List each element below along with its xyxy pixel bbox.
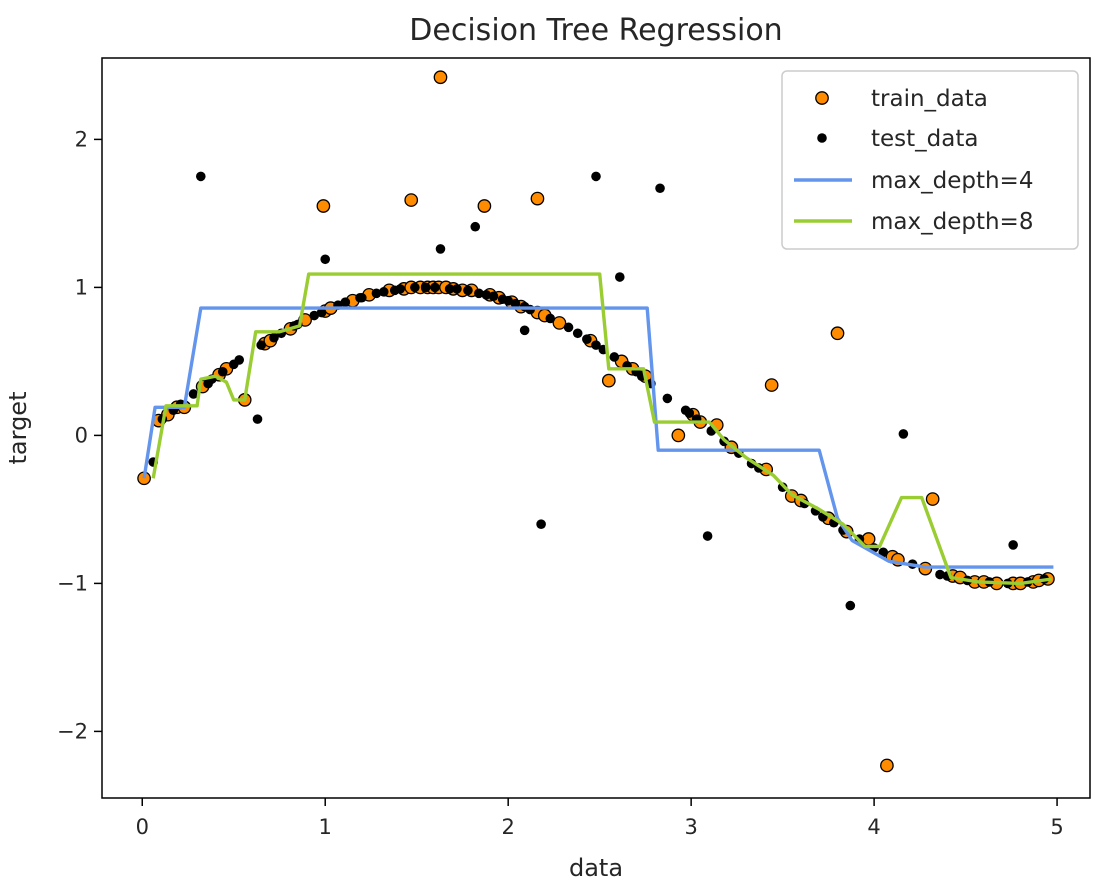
y-tick-label: 1	[75, 275, 88, 299]
test-data-point	[582, 334, 592, 345]
x-tick-label: 5	[1050, 815, 1063, 839]
legend-label-max-depth-4: max_depth=4	[871, 168, 1033, 194]
test-data-point	[320, 254, 331, 265]
test-data-point	[935, 569, 945, 580]
test-data-point	[340, 297, 351, 308]
test-data-point	[252, 414, 263, 424]
test-data-point	[463, 285, 473, 296]
test-data-point	[591, 171, 601, 182]
test-data-point	[662, 393, 673, 404]
test-data-point	[536, 519, 546, 529]
train-data-point	[530, 191, 545, 206]
legend-label-max-depth-8: max_depth=8	[871, 209, 1033, 235]
test-data-point	[395, 284, 406, 294]
x-tick-label: 2	[501, 815, 514, 839]
test-data-point	[309, 310, 320, 321]
test-data-point	[444, 284, 455, 294]
y-tick-label: 0	[75, 423, 88, 447]
train-data-point	[880, 758, 894, 773]
test-data-point	[421, 282, 431, 293]
legend-marker-train-data	[815, 91, 829, 105]
legend-label-train-data: train_data	[871, 86, 988, 112]
test-data-point	[217, 366, 228, 377]
train-data-point	[552, 316, 567, 330]
test-data-point	[357, 292, 367, 303]
test-data-point	[435, 244, 446, 254]
test-data-point	[316, 307, 327, 318]
test-data-point	[488, 291, 499, 302]
test-data-point	[470, 221, 481, 232]
plot-area	[101, 57, 1091, 799]
test-data-point	[563, 322, 574, 333]
test-data-point	[510, 298, 521, 309]
test-data-point	[452, 284, 462, 294]
test-data-point	[371, 288, 382, 299]
max-depth-8-line	[151, 272, 1052, 586]
data-marks	[137, 70, 1055, 773]
y-axis-label: target	[4, 392, 32, 465]
test-data-point	[591, 340, 601, 350]
test-data-point	[256, 340, 266, 350]
series-test-data	[148, 171, 1050, 611]
x-tick-label: 0	[136, 815, 149, 839]
test-data-point	[519, 325, 530, 336]
x-axis-label: data	[569, 854, 623, 882]
train-data-point	[671, 428, 686, 443]
y-axis: −2 −1 0 1 2	[57, 127, 102, 743]
legend: train_data test_data max_depth=4 max_depth=…	[781, 70, 1079, 250]
series-max-depth-8	[151, 272, 1052, 586]
test-data-point	[545, 313, 556, 324]
y-tick-label: 2	[75, 127, 88, 151]
test-data-point	[503, 295, 513, 306]
test-data-point	[1008, 540, 1018, 550]
x-tick-label: 1	[319, 815, 332, 839]
test-data-point	[410, 282, 420, 293]
test-data-point	[702, 531, 713, 541]
test-data-point	[898, 429, 909, 439]
train-data-point	[404, 193, 419, 207]
train-data-point	[601, 373, 616, 388]
chart-title: Decision Tree Regression	[409, 13, 782, 48]
test-data-point	[614, 272, 625, 282]
test-data-point	[878, 547, 889, 558]
train-data-point	[477, 199, 492, 213]
x-axis: 0 1 2 3 4 5	[136, 798, 1064, 839]
test-data-point	[378, 287, 389, 297]
y-tick-label: −2	[57, 719, 88, 743]
test-data-point	[572, 328, 583, 339]
train-data-point	[830, 326, 845, 341]
test-data-point	[234, 355, 245, 365]
test-data-point	[269, 332, 279, 343]
test-data-point	[655, 183, 665, 194]
train-data-point	[925, 492, 940, 506]
legend-marker-test-data	[817, 133, 827, 143]
x-tick-label: 4	[867, 815, 880, 839]
test-data-point	[684, 408, 695, 419]
test-data-point	[474, 288, 484, 299]
y-tick-label: −1	[57, 571, 88, 595]
test-data-point	[188, 389, 199, 399]
test-data-point	[430, 282, 440, 293]
train-data-point	[433, 70, 448, 85]
train-data-point	[764, 378, 779, 392]
legend-box	[781, 70, 1079, 250]
test-data-point	[609, 352, 620, 362]
test-data-point	[845, 600, 856, 611]
x-tick-label: 3	[684, 815, 697, 839]
test-data-point	[196, 171, 206, 182]
legend-label-test-data: test_data	[871, 126, 978, 152]
train-data-point	[316, 199, 331, 213]
test-data-point	[481, 290, 492, 300]
